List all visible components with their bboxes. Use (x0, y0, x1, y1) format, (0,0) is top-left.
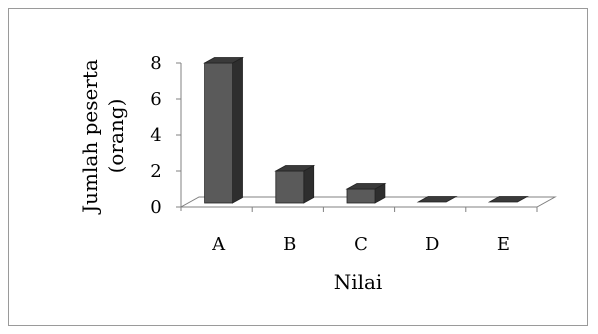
x-tick-label: B (283, 234, 296, 255)
bar-top (274, 165, 316, 172)
y-tick-label: 4 (150, 125, 161, 146)
bar-A (203, 56, 245, 204)
y-tick-label: 6 (150, 89, 161, 110)
y-tick-label: 2 (150, 161, 161, 182)
y-axis-title-line-1: Jumlah peserta (78, 59, 102, 215)
bar-side (303, 164, 315, 204)
x-tick-label: C (354, 234, 368, 255)
x-axis-title: Nilai (334, 270, 383, 294)
bar-E (487, 196, 529, 203)
x-tick-label: A (211, 234, 226, 255)
bar-C (345, 182, 387, 204)
bar-top (487, 196, 529, 203)
y-tick-label: 8 (150, 53, 161, 74)
bar-front (204, 62, 234, 204)
bars-group (203, 56, 529, 204)
bar-front (346, 188, 376, 204)
bar-D (416, 196, 458, 203)
bar-B (274, 164, 316, 204)
bar-side (232, 56, 243, 204)
bar-top (203, 57, 245, 64)
bar-top (345, 183, 387, 190)
x-tick-label: E (497, 234, 510, 255)
bar-top (416, 196, 458, 203)
y-axis: 0 2 4 6 8 (150, 53, 182, 218)
bar-front (275, 170, 305, 204)
x-tick-label: D (425, 234, 439, 255)
y-tick-label: 0 (150, 197, 161, 218)
x-axis-ticks: A B C D E (211, 207, 538, 255)
y-axis-title-line-2: (orang) (104, 99, 128, 174)
